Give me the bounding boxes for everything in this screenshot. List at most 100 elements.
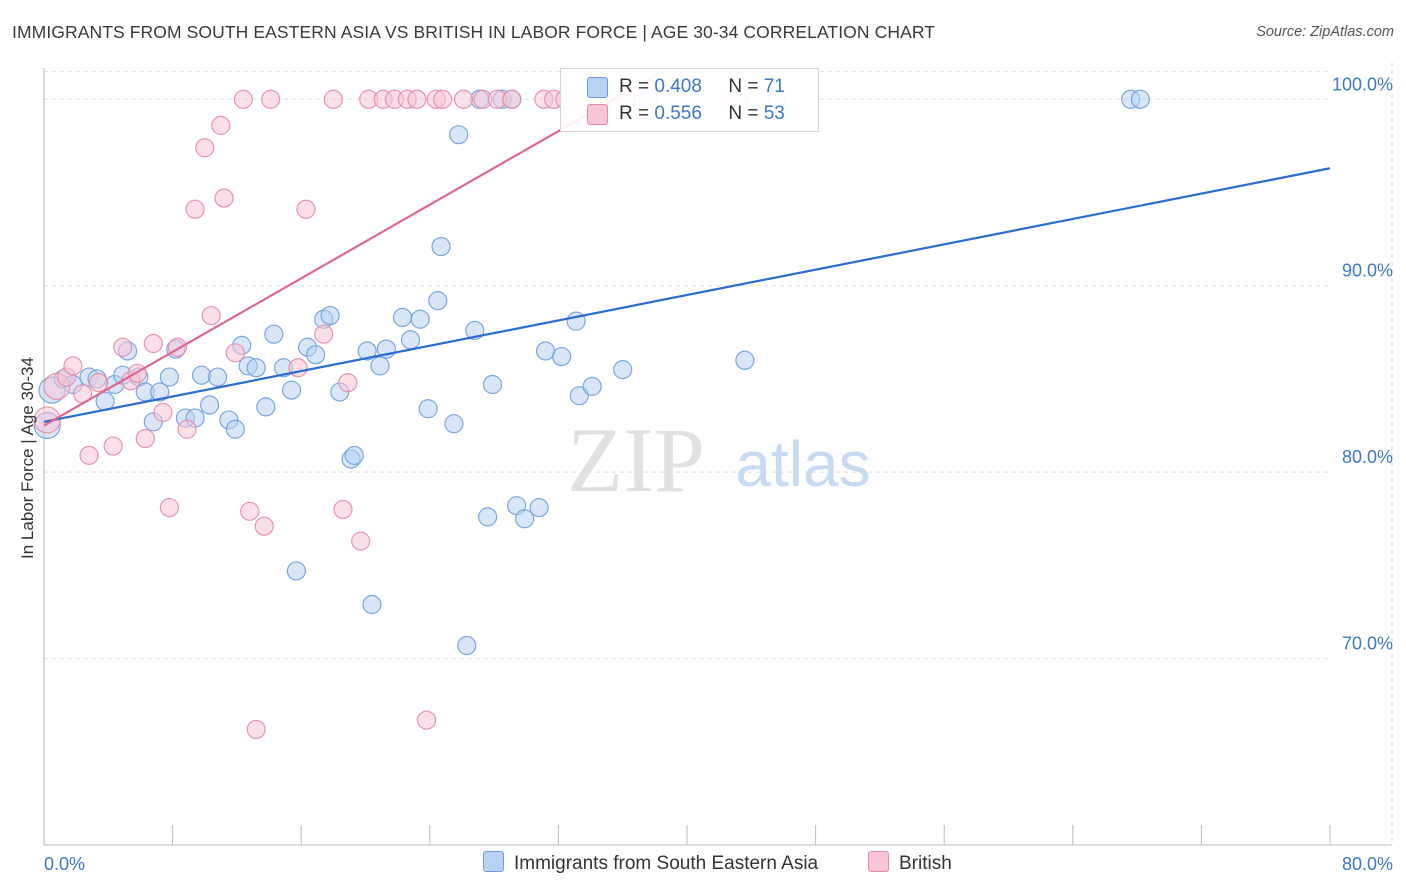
blue-data-point (150, 382, 170, 402)
pink-data-point (333, 499, 353, 520)
blue-data-point (357, 341, 377, 361)
legend-n-value: 53 (763, 103, 785, 124)
blue-data-point (410, 309, 430, 329)
pink-data-point (89, 373, 109, 393)
blue-data-point (306, 345, 326, 365)
blue-data-point (191, 365, 212, 385)
pink-data-point (240, 501, 260, 521)
tick-labels: 70.0% 80.0% 90.0% 100.0% 0.0% 80.0% (44, 74, 1393, 874)
blue-data-point (362, 594, 382, 615)
pink-data-point (225, 343, 245, 363)
blue-data-point (344, 445, 364, 465)
pink-data-point (153, 402, 173, 423)
pink-data-point (407, 89, 427, 109)
blue-data-point (159, 367, 179, 387)
blue-data-point (569, 386, 589, 406)
pink-data-point (185, 199, 205, 219)
bottom-legend-swatch-pink (868, 851, 889, 872)
legend-r-value: 0.556 (654, 103, 702, 124)
pink-data-point (159, 497, 179, 518)
bottom-legend-swatch-blue (483, 851, 504, 872)
blue-data-point (246, 358, 266, 378)
blue-data-point (431, 236, 451, 257)
pink-data-point (351, 531, 371, 551)
blue-data-point (582, 376, 602, 396)
series-blue-points (33, 89, 1150, 656)
pink-data-point (113, 337, 133, 357)
blue-data-point (281, 380, 302, 400)
pink-data-point (201, 305, 221, 326)
blue-data-point (613, 360, 633, 380)
blue-data-point (457, 635, 477, 656)
blue-data-point (392, 307, 413, 328)
blue-data-point (418, 399, 438, 419)
blue-data-point (444, 414, 464, 434)
axes (43, 68, 1392, 846)
chart-title: IMMIGRANTS FROM SOUTH EASTERN ASIA VS BR… (12, 22, 936, 42)
source-label: Source: ZipAtlas.com (1256, 24, 1394, 40)
trend-lines (43, 70, 1331, 427)
blue-data-point (535, 341, 556, 361)
correlation-legend: R = 0.408 N = 71 R = 0.556 N = 53 (560, 68, 819, 132)
bottom-legend-pink: British (868, 851, 952, 875)
blue-data-point (428, 291, 448, 311)
blue-data-point (370, 356, 390, 376)
blue-data-point (320, 305, 340, 326)
grid-lines (44, 62, 1393, 845)
y-axis-label: In Labor Force | Age 30-34 (18, 357, 37, 559)
pink-data-point (296, 199, 316, 219)
pink-data-point (177, 419, 197, 439)
pink-data-point (246, 719, 266, 740)
pink-trend-line (43, 70, 664, 427)
blue-data-point (264, 324, 284, 344)
pink-data-point (233, 89, 253, 109)
legend-swatch-pink (587, 104, 608, 125)
watermark-atlas: atlas (735, 428, 870, 500)
legend-n-value: 71 (763, 76, 785, 97)
blue-data-point (1130, 89, 1150, 109)
blue-data-point (449, 125, 469, 145)
watermark-zip: ZIP (567, 409, 705, 511)
blue-data-point (400, 330, 421, 350)
watermark: ZIP atlas (567, 409, 871, 511)
pink-data-point (323, 89, 343, 109)
blue-data-point (256, 397, 276, 417)
bottom-legend-label-blue: Immigrants from South Eastern Asia (514, 853, 819, 874)
legend-r-label: R = (619, 103, 650, 124)
legend-r-value: 0.408 (654, 76, 702, 97)
pink-data-point (135, 428, 155, 449)
pink-data-point (338, 373, 358, 393)
x-tick-label-max: 80.0% (1342, 854, 1393, 874)
pink-data-point (214, 188, 234, 208)
pink-data-point (195, 138, 215, 158)
bottom-legend-blue: Immigrants from South Eastern Asia (483, 851, 818, 875)
pink-data-point (433, 89, 453, 109)
pink-data-point (79, 445, 99, 465)
pink-data-point (254, 516, 274, 536)
pink-data-point (211, 115, 231, 135)
y-tick-label: 100.0% (1332, 74, 1393, 94)
legend-n-label: N = (728, 76, 759, 97)
pink-data-point (63, 356, 83, 376)
legend-n-label: N = (728, 103, 759, 124)
legend-r-label: R = (619, 76, 650, 97)
blue-data-point (208, 367, 228, 387)
bottom-legend-label-pink: British (899, 853, 952, 874)
blue-data-point (482, 374, 503, 395)
pink-data-point (416, 710, 437, 730)
blue-data-point (478, 507, 498, 527)
pink-data-point (453, 89, 474, 109)
blue-data-point (529, 497, 549, 518)
blue-data-point (735, 350, 755, 370)
pink-data-point (261, 89, 281, 109)
x-tick-label-min: 0.0% (44, 854, 85, 874)
pink-data-point (143, 333, 163, 354)
pink-data-point (502, 89, 522, 109)
blue-trend-line (43, 167, 1331, 423)
y-tick-label: 70.0% (1342, 634, 1393, 654)
blue-data-point (515, 509, 535, 529)
blue-data-point (199, 395, 220, 415)
pink-data-point (103, 436, 123, 456)
pink-data-point (33, 406, 61, 434)
